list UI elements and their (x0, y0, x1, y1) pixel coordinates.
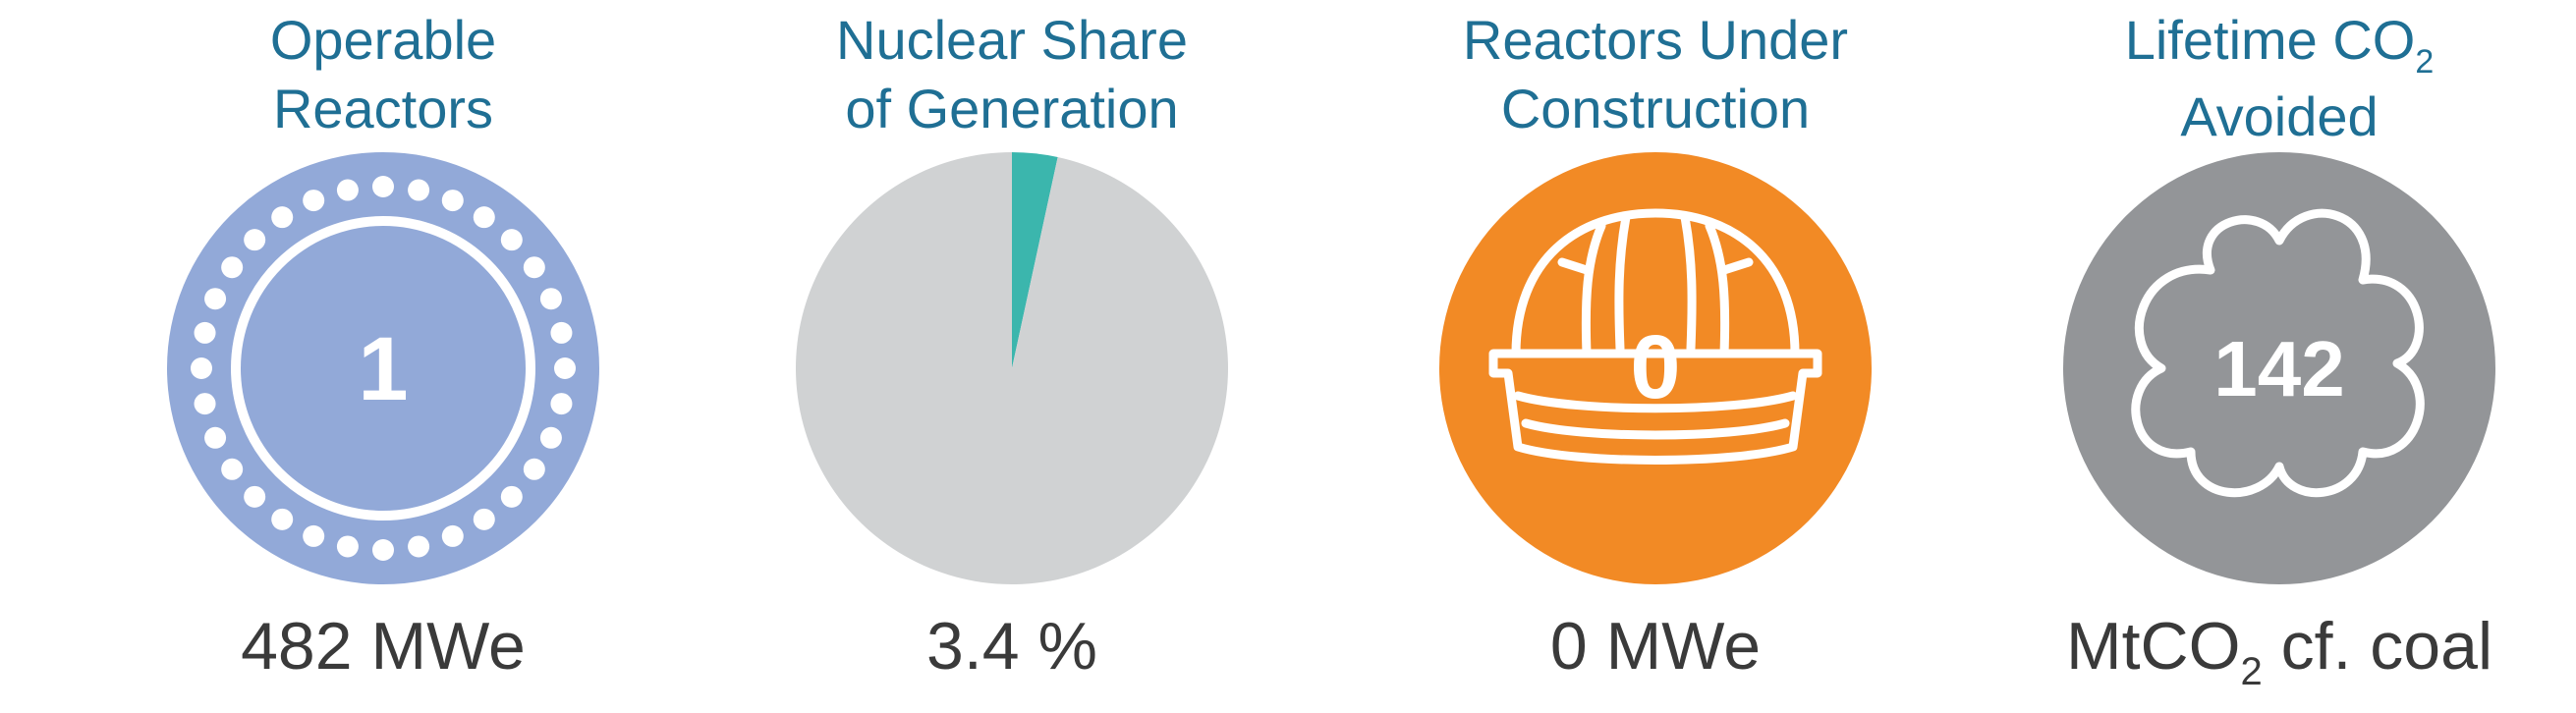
reactor-dot (303, 524, 325, 547)
reactor-dot (554, 357, 576, 379)
reactor-dot (539, 426, 562, 449)
co2-value-subscript: 2 (2240, 650, 2263, 693)
reactor-dot (336, 179, 359, 201)
title-line-1: Nuclear Share (836, 9, 1188, 71)
co2-title-prefix: Lifetime CO (2124, 9, 2416, 71)
reactor-dot (500, 229, 523, 251)
pie-chart (796, 152, 1228, 584)
cloud-circle-bg (2063, 152, 2495, 584)
co2-title-subscript: 2 (2415, 43, 2435, 81)
cloud-outline (2131, 208, 2425, 498)
reactor-ring-icon: 1 (167, 152, 599, 584)
reactor-dot (204, 426, 227, 449)
reactor-dot (221, 458, 244, 480)
title-line-1: Lifetime CO2 (1985, 6, 2574, 82)
under-construction-number: 0 (1630, 317, 1680, 417)
under-construction-title: Reactors Under Construction (1361, 6, 1950, 143)
co2-value-suffix: cf. coal (2262, 609, 2493, 684)
co2-avoided-value: MtCO2 cf. coal (1985, 607, 2574, 695)
reactor-dot (441, 524, 464, 547)
reactor-dot (271, 206, 294, 229)
reactor-dot (441, 190, 464, 212)
pie-slice-nuclear (1012, 152, 1058, 368)
reactor-dot (408, 535, 430, 558)
nuclear-share-panel: Nuclear Share of Generation 3.4 % (717, 0, 1307, 713)
title-line-2: of Generation (845, 78, 1179, 139)
reactor-dot (550, 321, 573, 344)
reactor-dot (204, 288, 227, 310)
nuclear-share-title: Nuclear Share of Generation (717, 6, 1307, 143)
reactor-dot (372, 539, 394, 561)
pie-chart-icon (796, 152, 1228, 584)
nuclear-share-value: 3.4 % (926, 609, 1097, 684)
under-construction-panel: Reactors Under Construction 0 0 MWe (1361, 0, 1950, 713)
reactor-dot (473, 508, 495, 530)
title-line-2: Reactors (272, 78, 494, 139)
title-line-2: Avoided (2180, 85, 2379, 147)
hard-hat-outline (1488, 208, 1822, 465)
reactor-dot (408, 179, 430, 201)
co2-value-prefix: MtCO (2065, 609, 2241, 684)
cloud-icon: 142 (2063, 152, 2495, 584)
reactor-dot (194, 393, 216, 415)
reactor-dot (303, 190, 325, 212)
title-line-1: Operable (269, 9, 497, 71)
reactor-inner-ring (231, 216, 535, 521)
operable-reactors-panel: Operable Reactors 1 482 MWe (88, 0, 678, 713)
reactor-dots (191, 176, 576, 561)
title-line-2: Construction (1500, 78, 1811, 139)
reactor-dot (372, 176, 394, 197)
pie-slice-other (796, 152, 1228, 584)
reactor-dot (550, 393, 573, 415)
reactor-dot (194, 321, 216, 344)
co2-avoided-number: 142 (2213, 325, 2344, 412)
reactor-dot (221, 256, 244, 279)
reactor-dot (523, 256, 545, 279)
reactor-dot (473, 206, 495, 229)
hard-hat-icon: 0 (1439, 152, 1872, 584)
reactor-dot (539, 288, 562, 310)
reactor-dot (500, 485, 523, 508)
reactor-dot (336, 535, 359, 558)
under-construction-value: 0 MWe (1549, 609, 1762, 684)
reactor-dot (523, 458, 545, 480)
title-line-1: Reactors Under (1462, 9, 1849, 71)
operable-reactors-number: 1 (358, 319, 408, 419)
reactor-circle-bg (167, 152, 599, 584)
operable-reactors-title: Operable Reactors (88, 6, 678, 143)
reactor-dot (191, 357, 212, 379)
reactor-dot (271, 508, 294, 530)
reactor-dot (244, 229, 266, 251)
reactor-dot (244, 485, 266, 508)
operable-reactors-value: 482 MWe (241, 609, 526, 684)
co2-avoided-panel: Lifetime CO2 Avoided 142 MtCO2 cf. coal (1985, 0, 2574, 713)
co2-avoided-title: Lifetime CO2 Avoided (1985, 6, 2574, 151)
